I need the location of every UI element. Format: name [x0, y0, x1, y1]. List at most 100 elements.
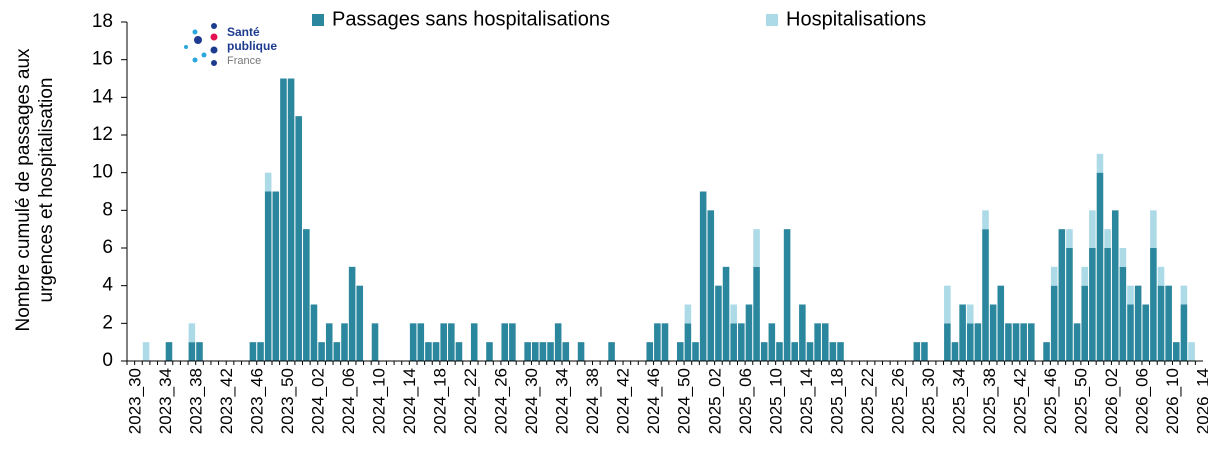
- bar: [760, 342, 768, 361]
- bar: [432, 342, 440, 361]
- x-tick-label: 2025_34: [949, 368, 968, 434]
- logo-dot: [210, 46, 218, 54]
- bar: [524, 342, 531, 361]
- bar: [1073, 323, 1081, 361]
- legend-swatch: [766, 14, 778, 26]
- bar: [791, 342, 799, 361]
- x-tick-label: 2026_02: [1102, 368, 1121, 434]
- bar: [165, 342, 173, 361]
- y-tick-label: 18: [92, 11, 113, 32]
- bar: [272, 191, 280, 361]
- y-tick-label: 12: [92, 124, 113, 145]
- bar: [730, 304, 737, 324]
- x-tick-label: 2023_38: [186, 368, 205, 434]
- x-tick-label: 2025_50: [1072, 368, 1091, 434]
- bar: [982, 229, 989, 361]
- bar: [1066, 248, 1073, 361]
- bar: [1058, 229, 1066, 361]
- bar: [554, 323, 562, 361]
- bar: [142, 342, 150, 361]
- bar: [814, 323, 821, 361]
- bar: [1165, 285, 1172, 361]
- x-tick-label: 2023_42: [217, 368, 236, 434]
- x-tick-label: 2025_26: [888, 368, 907, 434]
- bar: [264, 172, 272, 192]
- bar: [783, 229, 791, 361]
- bar: [1119, 266, 1127, 361]
- bar: [249, 342, 257, 361]
- bar: [913, 342, 921, 361]
- bar: [303, 229, 310, 361]
- bar: [1089, 248, 1096, 361]
- bar: [531, 342, 539, 361]
- bar: [699, 191, 707, 361]
- bar: [1081, 266, 1088, 286]
- bar: [1005, 323, 1012, 361]
- x-tick-label: 2024_22: [461, 368, 480, 434]
- bar: [280, 78, 287, 361]
- x-tick-label: 2026_06: [1133, 368, 1152, 434]
- x-tick-label: 2026_10: [1163, 368, 1182, 434]
- bar: [707, 210, 715, 361]
- x-tick-label: 2023_34: [156, 368, 175, 434]
- bar: [547, 342, 554, 361]
- bar: [325, 323, 333, 361]
- bar: [1020, 323, 1027, 361]
- x-tick-label: 2025_02: [705, 368, 724, 434]
- y-axis-title: Nombre cumulé de passages aux: [13, 48, 34, 332]
- x-tick-label: 2023_50: [278, 368, 297, 434]
- bar: [1119, 248, 1127, 267]
- bar: [348, 266, 356, 361]
- bar: [829, 342, 837, 361]
- x-tick-label: 2025_18: [827, 368, 846, 434]
- bar: [1127, 304, 1134, 361]
- bar: [768, 323, 776, 361]
- y-tick-label: 4: [102, 275, 113, 296]
- bar: [371, 323, 379, 361]
- x-tick-label: 2025_46: [1041, 368, 1060, 434]
- bar: [951, 342, 959, 361]
- y-tick-label: 16: [92, 49, 113, 70]
- bar: [188, 323, 196, 343]
- bar: [837, 342, 844, 361]
- bar: [692, 342, 699, 361]
- bar: [799, 304, 806, 361]
- bar: [356, 285, 364, 361]
- bar: [257, 342, 264, 361]
- bar: [455, 342, 463, 361]
- bar: [1012, 323, 1020, 361]
- bar: [333, 342, 341, 361]
- x-tick-label: 2024_38: [583, 368, 602, 434]
- bar: [715, 285, 722, 361]
- bar: [486, 342, 493, 361]
- x-tick-label: 2023_46: [247, 368, 266, 434]
- bar: [1050, 266, 1058, 286]
- bar: [409, 323, 417, 361]
- bar: [425, 342, 432, 361]
- bar: [417, 323, 425, 361]
- bar: [1028, 323, 1035, 361]
- logo-dot: [211, 23, 217, 29]
- bar: [1111, 210, 1119, 361]
- logo-dot: [211, 60, 217, 66]
- x-tick-label: 2024_06: [339, 368, 358, 434]
- bar: [776, 342, 783, 361]
- logo-dot: [192, 57, 198, 63]
- logo-text: publique: [227, 39, 277, 53]
- bar: [509, 323, 516, 361]
- bar: [448, 323, 455, 361]
- bar: [966, 304, 974, 324]
- x-tick-label: 2025_38: [980, 368, 999, 434]
- bar: [1081, 285, 1088, 361]
- x-tick-label: 2026_14: [1194, 368, 1208, 434]
- bar: [1188, 342, 1195, 361]
- bar: [676, 342, 684, 361]
- bar: [1050, 285, 1058, 361]
- bar: [1157, 266, 1165, 286]
- bar: [821, 323, 829, 361]
- bar: [196, 342, 203, 361]
- bar: [684, 304, 692, 324]
- bar: [577, 342, 585, 361]
- bar: [1104, 248, 1111, 361]
- bar: [1180, 285, 1188, 305]
